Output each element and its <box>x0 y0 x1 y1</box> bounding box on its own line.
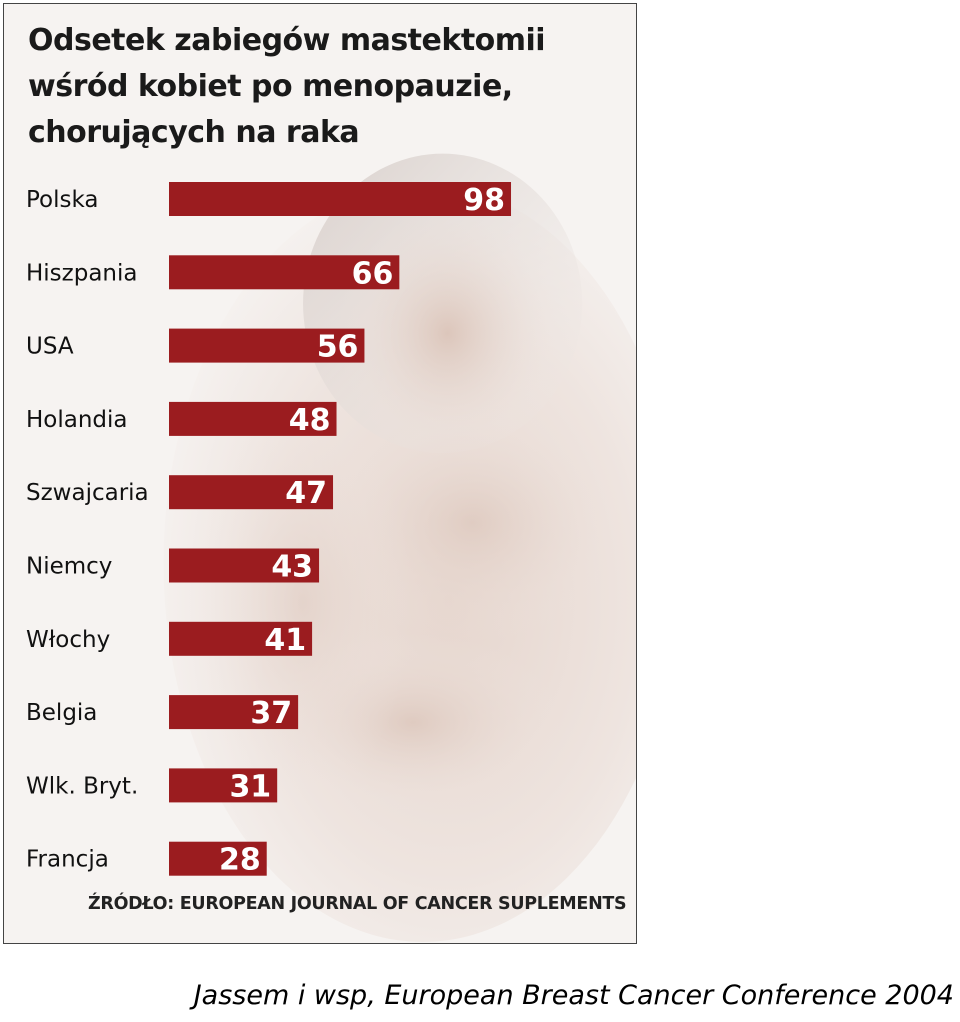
value-label: 56 <box>317 330 359 365</box>
chart-title-line: wśród kobiet po menopauzie, <box>28 69 513 104</box>
value-label: 31 <box>229 769 271 804</box>
category-label: USA <box>26 334 74 360</box>
chart-title-line: Odsetek zabiegów mastektomii <box>28 23 546 58</box>
bar <box>169 475 334 510</box>
source-note: ŹRÓDŁO: EUROPEAN JOURNAL OF CANCER SUPLE… <box>88 894 627 914</box>
category-label: Holandia <box>26 407 128 433</box>
category-label: Włochy <box>26 627 110 653</box>
category-label: Polska <box>26 187 99 213</box>
value-label: 66 <box>352 256 394 291</box>
value-label: 47 <box>285 476 327 511</box>
category-label: Belgia <box>26 700 97 726</box>
value-label: 48 <box>289 403 331 438</box>
chart-title-line: chorujących na raka <box>28 115 360 150</box>
bar-chart: Polska 98 Hiszpania 66 USA 56 Holandia 48 Szwajc… <box>26 182 512 878</box>
value-label: 43 <box>271 550 313 585</box>
bar <box>169 768 278 803</box>
infographic-card: Odsetek zabiegów mastektomii wśród kobie… <box>3 3 637 944</box>
category-label: Niemcy <box>26 554 112 580</box>
category-label: Wlk. Bryt. <box>26 773 138 799</box>
category-label: Hiszpania <box>26 260 138 286</box>
value-label: 98 <box>463 183 505 218</box>
citation: Jassem i wsp, European Breast Cancer Con… <box>193 980 954 1011</box>
category-label: Francja <box>26 847 109 873</box>
bar <box>169 328 365 363</box>
value-label: 28 <box>219 843 261 878</box>
bar <box>169 182 512 216</box>
bar <box>169 255 400 290</box>
value-label: 37 <box>250 696 292 731</box>
bar <box>169 401 337 436</box>
bar <box>169 548 320 583</box>
chart-title: Odsetek zabiegów mastektomii wśród kobie… <box>28 18 618 156</box>
category-label: Szwajcaria <box>26 480 149 506</box>
bar <box>169 695 299 730</box>
bar <box>169 841 267 876</box>
bar <box>169 621 313 656</box>
value-label: 41 <box>264 623 306 658</box>
